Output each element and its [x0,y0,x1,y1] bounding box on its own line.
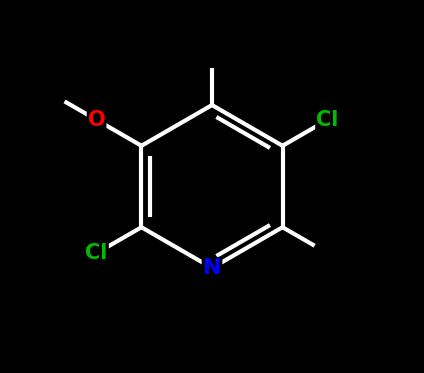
Text: Cl: Cl [85,243,108,263]
Text: Cl: Cl [316,110,339,130]
Text: O: O [88,110,106,130]
Text: N: N [203,258,221,278]
